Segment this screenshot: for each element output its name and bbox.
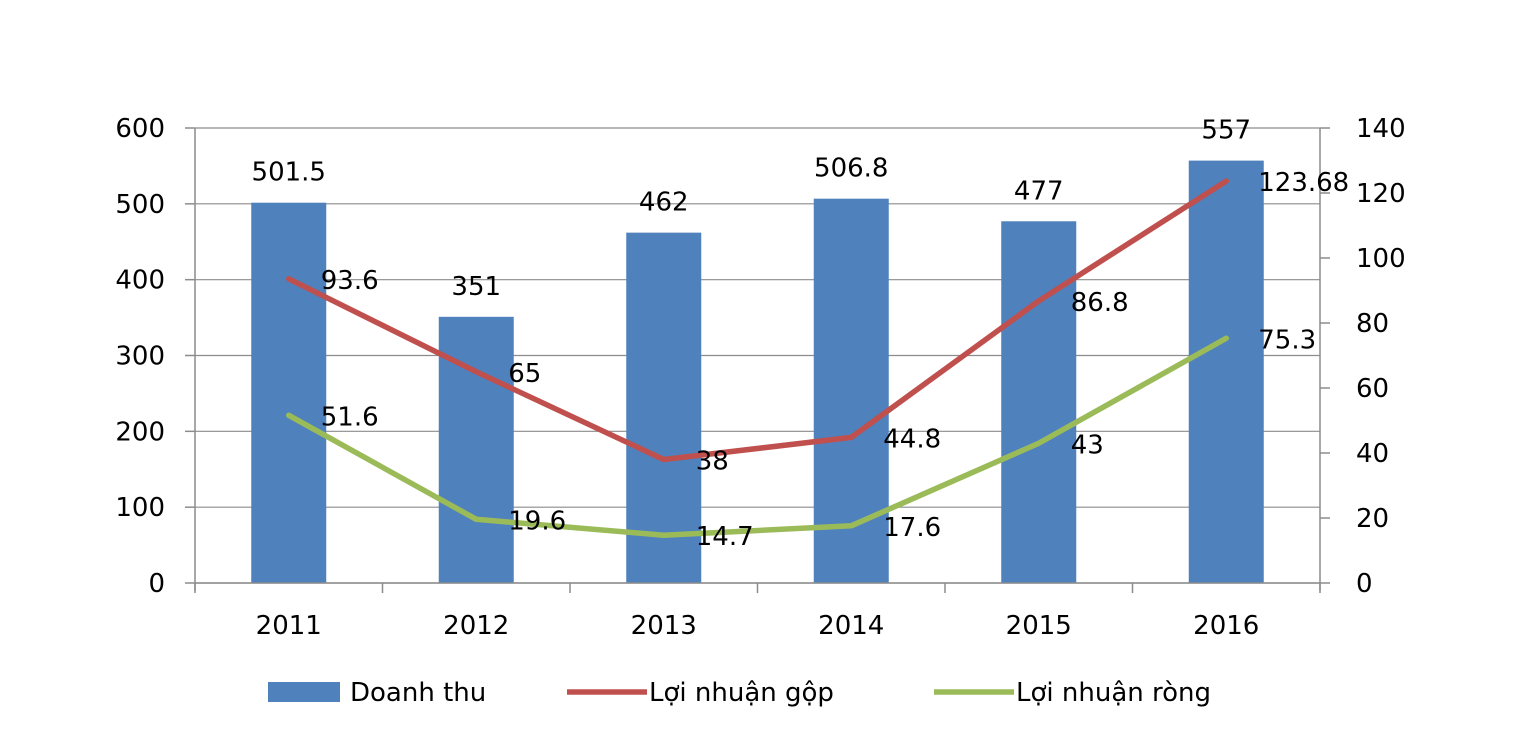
line-data-label: 75.3 xyxy=(1258,325,1316,355)
y-tick-label: 100 xyxy=(115,493,165,523)
y2-tick-label: 120 xyxy=(1356,179,1406,209)
bar-2011 xyxy=(251,202,327,583)
line-data-label: 65 xyxy=(508,359,541,389)
axes: 0 100 200 300 400 500 600 0 20 40 60 80 100 120 140 201… xyxy=(115,114,1405,641)
legend-label: Doanh thu xyxy=(350,678,486,708)
line-data-label: 44.8 xyxy=(883,424,941,454)
x-tick-label: 2011 xyxy=(256,611,322,641)
line-loi-nhuan-gop xyxy=(286,178,1229,463)
x-tick-label: 2014 xyxy=(818,611,884,641)
bar-data-label: 506.8 xyxy=(814,154,888,184)
y2-tick-label: 20 xyxy=(1356,504,1389,534)
y2-tick-label: 0 xyxy=(1356,569,1373,599)
line-data-label: 38 xyxy=(696,447,729,477)
y-tick-label: 400 xyxy=(115,266,165,296)
line-data-label: 93.6 xyxy=(321,266,379,296)
legend: Doanh thu Lợi nhuận gộp Lợi nhuận ròng xyxy=(268,678,1211,708)
x-tick-label: 2016 xyxy=(1193,611,1259,641)
bar-data-label: 501.5 xyxy=(252,158,326,188)
y-tick-label: 300 xyxy=(115,342,165,372)
y-tick-label: 500 xyxy=(115,190,165,220)
legend-swatch-bar xyxy=(268,682,340,702)
x-tick-label: 2015 xyxy=(1006,611,1072,641)
line-data-label: 123.68 xyxy=(1258,168,1349,198)
bar-2013 xyxy=(626,232,702,583)
line-data-label: 51.6 xyxy=(321,402,379,432)
line-data-label: 17.6 xyxy=(883,513,941,543)
legend-label: Lợi nhuận gộp xyxy=(649,678,834,708)
line-data-label: 14.7 xyxy=(696,522,754,552)
y-tick-label: 600 xyxy=(115,114,165,144)
bar-data-label: 477 xyxy=(1014,176,1064,206)
bar-series-doanh-thu xyxy=(251,160,1264,583)
y-tick-label: 200 xyxy=(115,417,165,447)
data-labels: 501.5 351 462 506.8 477 557 93.6 65 38 44.8 86.8 12… xyxy=(252,116,1350,553)
legend-label: Lợi nhuận ròng xyxy=(1016,678,1211,708)
gridlines xyxy=(195,127,1320,584)
x-tick-label: 2013 xyxy=(631,611,697,641)
y2-tick-label: 80 xyxy=(1356,309,1389,339)
y2-tick-label: 40 xyxy=(1356,439,1389,469)
bar-data-label: 462 xyxy=(639,188,689,218)
line-data-label: 86.8 xyxy=(1071,288,1129,318)
bar-2016 xyxy=(1188,160,1264,583)
bar-data-label: 557 xyxy=(1201,116,1251,146)
line-series xyxy=(286,178,1229,538)
bar-2014 xyxy=(813,198,889,583)
y2-tick-label: 140 xyxy=(1356,114,1406,144)
line-data-label: 19.6 xyxy=(508,506,566,536)
y-tick-label: 0 xyxy=(148,569,165,599)
y2-tick-label: 60 xyxy=(1356,374,1389,404)
y2-tick-label: 100 xyxy=(1356,244,1406,274)
line-data-label: 43 xyxy=(1071,430,1104,460)
x-tick-label: 2012 xyxy=(443,611,509,641)
line-loi-nhuan-rong xyxy=(286,335,1229,538)
bar-2015 xyxy=(1001,221,1077,583)
bar-data-label: 351 xyxy=(451,272,501,302)
